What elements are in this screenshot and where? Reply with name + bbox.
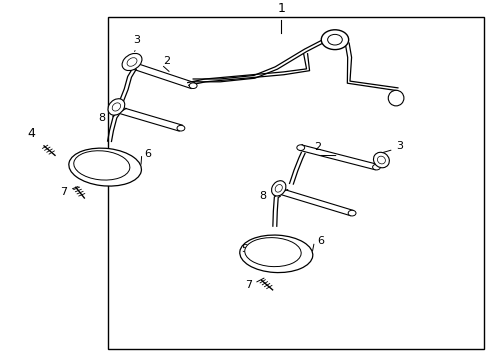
Circle shape bbox=[111, 106, 119, 112]
Text: 7: 7 bbox=[60, 186, 67, 197]
Circle shape bbox=[177, 125, 184, 131]
Polygon shape bbox=[127, 62, 195, 89]
Polygon shape bbox=[274, 188, 353, 216]
Ellipse shape bbox=[69, 148, 141, 186]
Text: 1: 1 bbox=[277, 2, 285, 15]
Ellipse shape bbox=[271, 181, 285, 196]
Text: 5: 5 bbox=[118, 158, 124, 167]
Ellipse shape bbox=[244, 238, 301, 267]
Text: 3: 3 bbox=[395, 141, 402, 151]
Circle shape bbox=[321, 30, 348, 50]
Ellipse shape bbox=[275, 185, 282, 192]
Ellipse shape bbox=[122, 53, 142, 71]
Text: 6: 6 bbox=[316, 237, 323, 247]
Ellipse shape bbox=[74, 151, 130, 180]
Ellipse shape bbox=[108, 99, 124, 115]
Text: 3: 3 bbox=[133, 35, 140, 45]
Ellipse shape bbox=[112, 103, 121, 111]
Circle shape bbox=[347, 210, 355, 216]
Circle shape bbox=[189, 83, 197, 89]
Text: 2: 2 bbox=[314, 142, 321, 152]
Text: 8: 8 bbox=[259, 192, 266, 202]
Circle shape bbox=[327, 35, 342, 45]
Text: 6: 6 bbox=[144, 149, 151, 159]
Circle shape bbox=[272, 187, 280, 193]
Ellipse shape bbox=[373, 152, 388, 168]
Polygon shape bbox=[113, 106, 182, 131]
Circle shape bbox=[125, 62, 133, 67]
Bar bbox=[107, 17, 483, 350]
Text: 7: 7 bbox=[244, 280, 251, 290]
Text: 4: 4 bbox=[28, 127, 36, 140]
Ellipse shape bbox=[387, 90, 403, 106]
Circle shape bbox=[372, 164, 380, 170]
Text: 8: 8 bbox=[98, 113, 105, 122]
Text: 5: 5 bbox=[241, 243, 248, 253]
Ellipse shape bbox=[127, 58, 137, 66]
Ellipse shape bbox=[239, 235, 312, 273]
Circle shape bbox=[296, 145, 304, 150]
Text: 2: 2 bbox=[163, 56, 169, 66]
Ellipse shape bbox=[377, 156, 385, 164]
Polygon shape bbox=[299, 145, 377, 170]
